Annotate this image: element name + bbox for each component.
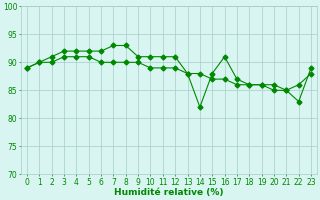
X-axis label: Humidité relative (%): Humidité relative (%) xyxy=(114,188,224,197)
